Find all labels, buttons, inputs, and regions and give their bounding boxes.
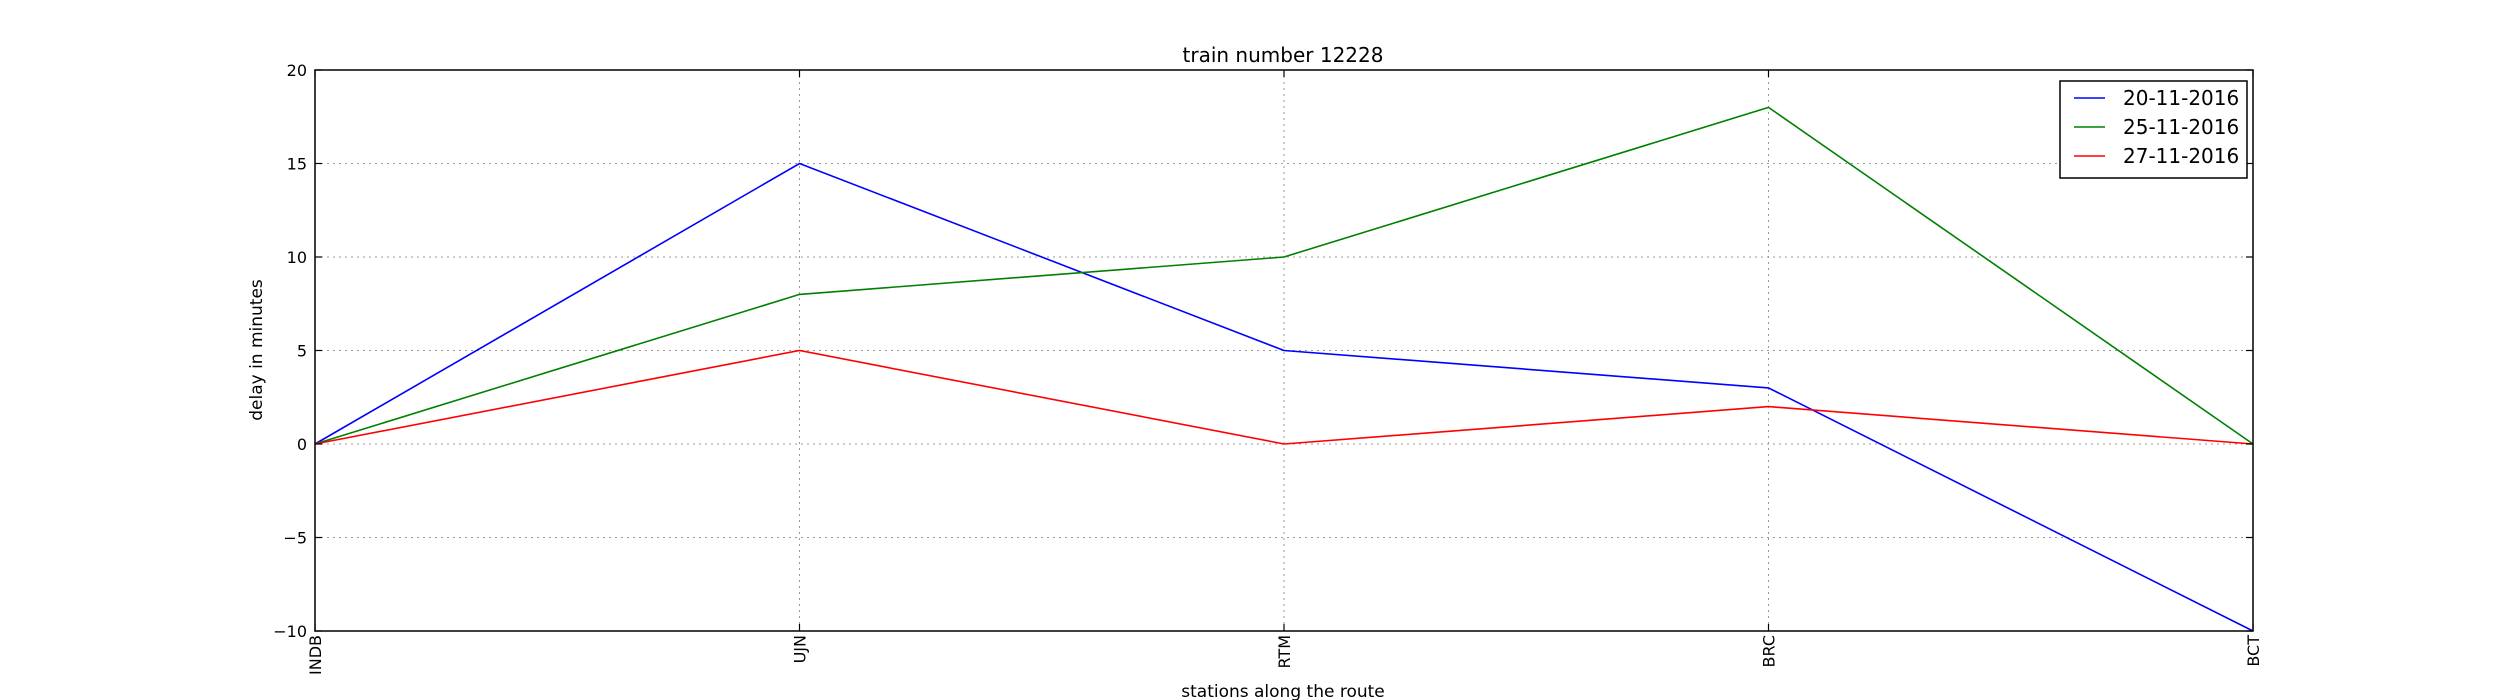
legend: 20-11-2016 25-11-2016 27-11-2016 xyxy=(2059,80,2248,179)
x-tick-label: BCT xyxy=(2244,635,2263,667)
y-tick-label: 0 xyxy=(297,435,307,454)
x-tick-label: INDB xyxy=(306,635,325,675)
legend-label: 27-11-2016 xyxy=(2123,144,2239,168)
chart-title: train number 12228 xyxy=(1183,43,1384,67)
axis-ticks: −10 −5 0 5 10 15 20 INDB UJN RTM BRC BCT xyxy=(273,61,2263,675)
y-tick-label: −5 xyxy=(283,529,307,548)
y-axis-label: delay in minutes xyxy=(247,279,267,421)
series-line-25-11-2016 xyxy=(314,106,2254,445)
legend-label: 25-11-2016 xyxy=(2123,115,2239,139)
x-tick-label: BRC xyxy=(1760,635,1779,667)
y-tick-label: 10 xyxy=(287,248,307,267)
y-tick-label: 5 xyxy=(297,342,307,361)
y-tick-label: 20 xyxy=(287,61,307,80)
x-tick-label: UJN xyxy=(791,635,810,663)
series-line-20-11-2016 xyxy=(314,162,2254,632)
series-line-27-11-2016 xyxy=(314,349,2254,445)
y-tick-label: 15 xyxy=(287,155,307,174)
legend-label: 20-11-2016 xyxy=(2123,86,2239,110)
legend-frame xyxy=(2059,80,2248,179)
x-tick-label: RTM xyxy=(1275,635,1294,669)
series-lines xyxy=(314,106,2254,632)
y-tick-label: −10 xyxy=(273,622,307,641)
x-axis-label: stations along the route xyxy=(1181,682,1385,700)
